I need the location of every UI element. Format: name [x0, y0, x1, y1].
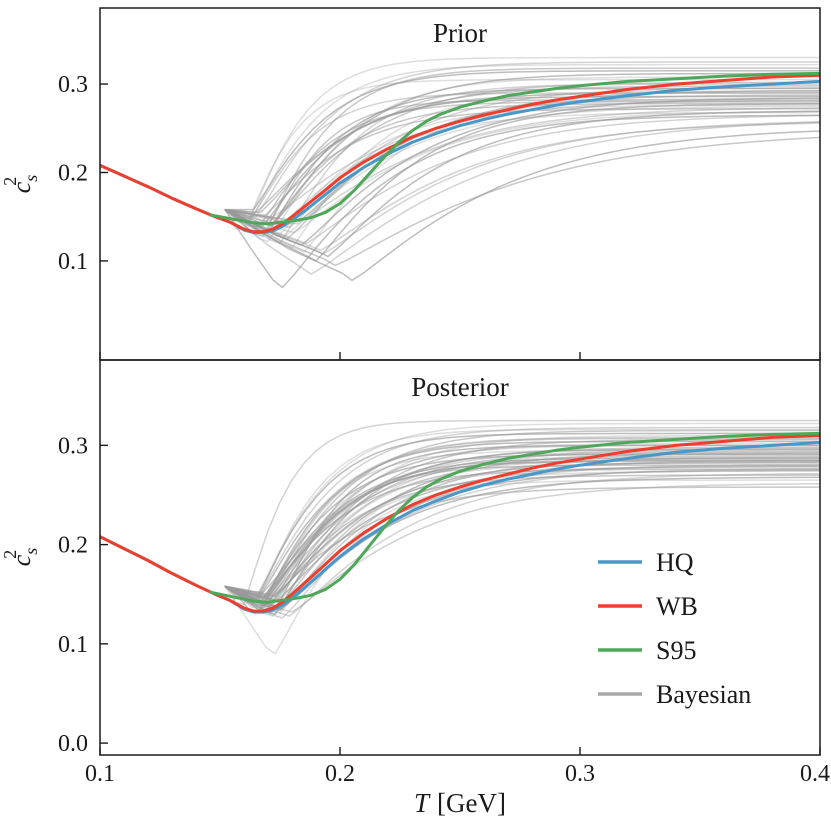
y-tick-label: 0.2 — [58, 161, 88, 187]
bayesian-sample-curve — [224, 438, 820, 605]
bayesian-sample-curve — [224, 70, 820, 211]
panel-title-posterior: Posterior — [411, 372, 509, 402]
y-axis-label-prior: cs2 — [0, 175, 41, 194]
bayesian-sample-curve — [224, 105, 820, 238]
bayesian-sample-curve — [224, 136, 820, 267]
bayesian-sample-curve — [224, 111, 820, 231]
panels: 0.1 0.2 0.3 0.0 0.1 0.2 0.3 0.1 0.2 0.3 0.4 — [58, 7, 830, 787]
bayesian-sample-curve — [224, 122, 820, 252]
panel-title-prior: Prior — [433, 18, 487, 48]
bayesian-sample-curve — [224, 121, 820, 255]
s95-curve — [208, 71, 820, 226]
panel-frame — [99, 359, 821, 756]
bayesian-sample-curve — [224, 437, 820, 610]
bayesian-sample-curve — [224, 130, 820, 282]
bayesian-sample-curve — [224, 83, 820, 245]
bayesian-sample-curve — [224, 422, 820, 604]
y-tick-label: 0.1 — [58, 249, 88, 275]
bayesian-sample-curve — [224, 419, 820, 605]
x-tick-label: 0.4 — [800, 761, 830, 787]
y-axis-sub: s — [21, 175, 41, 182]
bayesian-sample-curve — [224, 464, 820, 609]
bayesian-sample-curve — [224, 114, 820, 245]
y-tick-label: 0.0 — [58, 731, 88, 757]
bayesian-sample-curve — [224, 63, 820, 225]
panel-prior: 0.1 0.2 0.3 — [58, 7, 821, 361]
bayesian-sample-curve — [224, 81, 820, 220]
y-axis-sup: 2 — [0, 177, 20, 186]
x-tick-label: 0.1 — [85, 761, 115, 787]
y-axis-var: c — [7, 554, 36, 566]
x-axis-var: T — [414, 788, 431, 818]
y-tick-label: 0.3 — [58, 433, 88, 459]
legend: HQ WB S95 Bayesian — [598, 548, 751, 709]
bayesian-sample-curve — [224, 97, 820, 246]
bayesian-sample-curve — [224, 121, 820, 276]
y-axis-var: c — [7, 181, 36, 193]
legend-label-s95: S95 — [656, 636, 696, 665]
bayesian-sample-curve — [224, 449, 820, 602]
y-axis-sup: 2 — [0, 550, 20, 559]
legend-label-bayesian: Bayesian — [656, 680, 751, 709]
x-tick-label: 0.3 — [565, 761, 595, 787]
bayesian-sample-curve — [224, 426, 820, 597]
bayesian-sample-curve — [224, 432, 820, 601]
bayesian-sample-curve — [224, 457, 820, 599]
x-axis-unit: [GeV] — [437, 788, 506, 818]
bayesian-sample-curve — [224, 114, 820, 289]
bayesian-sample-curve — [224, 429, 820, 607]
bayesian-sample-curve — [224, 72, 820, 227]
bayesian-sample-curve — [224, 428, 820, 605]
x-tick-label: 0.2 — [325, 761, 355, 787]
bayesian-sample-curve — [224, 474, 820, 604]
y-axis-sub: s — [21, 548, 41, 555]
y-tick-label: 0.3 — [58, 72, 88, 98]
bayesian-sample-curve — [224, 100, 820, 229]
s95-curve — [208, 431, 820, 604]
x-axis-label: T [GeV] — [414, 788, 506, 818]
bayesian-sample-curve — [224, 92, 820, 214]
bayesian-sample-curve — [224, 56, 820, 222]
bayesian-sample-curve — [224, 451, 820, 595]
bayesian-sample-curve — [224, 61, 820, 218]
bayesian-sample-curve — [224, 110, 820, 258]
bayesian-sample-curve — [224, 486, 820, 599]
bayesian-sample-curve — [224, 67, 820, 238]
y-tick-label: 0.1 — [58, 632, 88, 658]
bayesian-sample-curve — [224, 444, 820, 607]
bayesian-sample-curve — [224, 468, 820, 597]
legend-label-hq: HQ — [656, 548, 694, 577]
bayesian-sample-curve — [224, 103, 820, 262]
bayesian-sample-curve — [224, 479, 820, 655]
y-tick-label: 0.2 — [58, 533, 88, 559]
bayesian-sample-curve — [224, 459, 820, 602]
legend-label-wb: WB — [656, 592, 698, 621]
y-axis-label-posterior: cs2 — [0, 548, 41, 567]
bayesian-sample-curve — [224, 95, 820, 227]
panel-posterior: 0.0 0.1 0.2 0.3 0.1 0.2 0.3 0.4 — [58, 359, 830, 787]
